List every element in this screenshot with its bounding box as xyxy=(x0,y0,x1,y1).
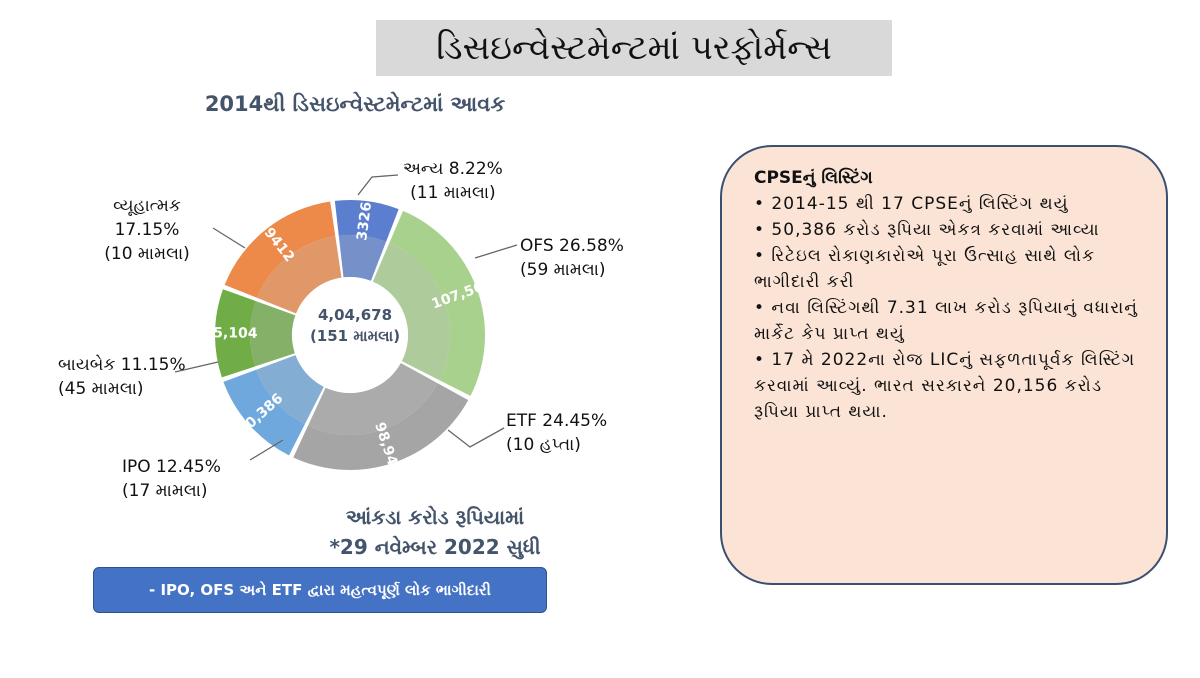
donut-inner-shade-ipo xyxy=(256,355,324,425)
donut-inner-ring-etf xyxy=(307,362,438,435)
donut-center-total: 4,04,678 xyxy=(317,306,393,324)
chart-footnote: આંકડા કરોડ રૂપિયામાં *29 નવેમ્બર 2022 સુ… xyxy=(329,505,541,559)
leader-line-ofs xyxy=(474,244,518,259)
leader-line-strategic xyxy=(212,227,246,249)
leader-line-ipo xyxy=(249,439,284,461)
donut-inner-ring-other xyxy=(338,235,387,281)
donut-inner-shade-buyback xyxy=(250,301,296,367)
donut-slice-other xyxy=(334,200,399,242)
slice-label-ofs: OFS 26.58% (59 મામલા) xyxy=(520,236,624,280)
donut-slice-etf xyxy=(293,383,469,470)
donut-inner-shade-other xyxy=(338,235,387,281)
donut-center-count: (151 મામલા) xyxy=(309,327,401,345)
leader-line-other xyxy=(357,174,399,196)
card-bullet-list: • 2014-15 થી 17 CPSEનું લિસ્ટિંગ થયું • … xyxy=(754,191,1140,425)
highlight-banner: - IPO, OFS અને ETF દ્વારા મહત્વપૂર્ણ લોક… xyxy=(93,567,547,613)
donut-inner-shade-ofs xyxy=(372,243,450,381)
card-bullet: • 50,386 કરોડ રૂપિયા એકત્ર કરવામાં આવ્યા xyxy=(754,220,1100,240)
donut-slice-buyback xyxy=(215,289,256,378)
card-heading: CPSEનું લિસ્ટિંગ xyxy=(754,168,873,188)
slice-label-strategic: વ્યૂહાત્મક 17.15% (10 મામલા) xyxy=(104,196,190,264)
card-bullet: • નવા લિસ્ટિંગથી 7.31 લાખ કરોડ રૂપિયાનું… xyxy=(754,298,1138,344)
donut-slice-ofs xyxy=(389,210,486,396)
donut-inner-ring-strategic xyxy=(257,236,342,314)
slice-label-ipo: IPO 12.45% (17 મામલા) xyxy=(122,457,221,501)
slice-label-other: અન્ય 8.22% (11 મામલા) xyxy=(403,159,503,203)
chart-title: 2014થી ડિસઇન્વેસ્ટમેન્ટમાં આવક xyxy=(204,92,506,116)
card-bullet: • રિટેઇલ રોકાણકારોએ પૂરા ઉત્સાહ સાથે લોક… xyxy=(754,246,1095,292)
slice-value-label-buyback: 45,104 xyxy=(203,325,257,342)
slice-label-etf: ETF 24.45% (10 હપ્તા) xyxy=(506,411,608,455)
leader-line-etf xyxy=(447,427,505,448)
donut-inner-ring-ofs xyxy=(372,243,450,381)
card-bullet: • 2014-15 થી 17 CPSEનું લિસ્ટિંગ થયું xyxy=(754,194,1069,214)
cpse-listing-card: CPSEનું લિસ્ટિંગ • 2014-15 થી 17 CPSEનું… xyxy=(720,145,1168,585)
donut-inner-shade-etf xyxy=(307,362,438,435)
donut-inner-shade-strategic xyxy=(257,236,342,314)
page-title: ડિસઇન્વેસ્ટમેન્ટમાં પરફોર્મન્સ xyxy=(376,20,892,76)
slice-label-buyback: બાયબેક 11.15% (45 મામલા) xyxy=(58,355,186,399)
leader-line-buyback xyxy=(174,361,219,373)
slice-value-label-other: 33261 xyxy=(354,191,376,241)
card-bullet: • 17 મે 2022ના રોજ LICનું સફળતાપૂર્વક લિ… xyxy=(754,350,1136,422)
donut-slice-ipo xyxy=(223,369,305,456)
donut-center-label: 4,04,678 (151 મામલા) xyxy=(280,305,430,347)
donut-inner-ring-ipo xyxy=(256,355,324,425)
donut-hole xyxy=(292,277,408,393)
donut-slice-strategic xyxy=(224,201,336,298)
donut-inner-ring-buyback xyxy=(250,301,296,367)
